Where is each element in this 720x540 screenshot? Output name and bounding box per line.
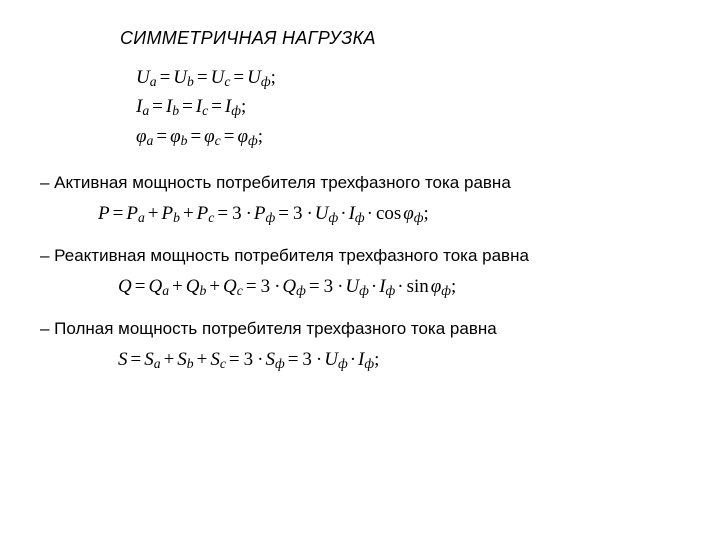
eq-voltage: Ua=Ub=Uc=Uф; [136,63,680,92]
slide: СИММЕТРИЧНАЯ НАГРУЗКА Ua=Ub=Uc=Uф; Ia=Ib… [0,0,720,540]
eq-apparent-power: S=Sa+Sb+Sc=3·Sф=3·Uф·Iф; [118,349,680,372]
text-active-power: – Активная мощность потребителя трехфазн… [40,173,680,193]
eq-active-power: P=Pa+Pb+Pc=3·Pф=3·Uф·Iф·cosφф; [98,203,680,226]
eq-current: Ia=Ib=Ic=Iф; [136,92,680,121]
page-title: СИММЕТРИЧНАЯ НАГРУЗКА [120,28,680,49]
eq-phase: φa=φb=φc=φф; [136,122,680,151]
symmetry-equations: Ua=Ub=Uc=Uф; Ia=Ib=Ic=Iф; φa=φb=φc=φф; [136,63,680,151]
eq-reactive-power: Q=Qa+Qb+Qc=3·Qф=3·Uф·Iф·sinφф; [118,276,680,299]
text-apparent-power: – Полная мощность потребителя трехфазног… [40,319,680,339]
text-reactive-power: – Реактивная мощность потребителя трехфа… [40,246,680,266]
